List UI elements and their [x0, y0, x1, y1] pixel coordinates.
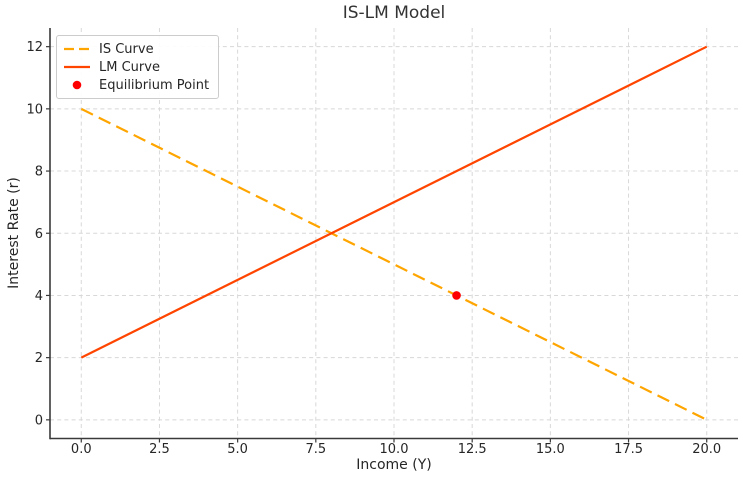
legend-label: IS Curve [99, 41, 154, 57]
x-tick-label: 10.0 [380, 442, 409, 457]
legend-item: LM Curve [63, 58, 209, 76]
x-tick-label: 5.0 [227, 442, 248, 457]
y-tick-label: 12 [26, 40, 43, 55]
is-curve-line [80, 107, 708, 421]
x-axis-label: Income (Y) [356, 457, 432, 473]
y-tick-label: 2 [35, 351, 43, 366]
legend-dot-icon [72, 80, 82, 90]
y-tick-label: 8 [35, 165, 43, 180]
y-tick-label: 10 [26, 102, 43, 117]
legend-label: LM Curve [99, 59, 160, 75]
legend: IS Curve LM Curve Equilibrium Point [56, 35, 220, 99]
lm-curve-line [80, 45, 708, 359]
x-tick-label: 7.5 [305, 442, 326, 457]
is-curve-legend-swatch [64, 47, 90, 51]
lm-curve-legend-swatch [64, 65, 90, 69]
equilibrium-point-marker [452, 291, 461, 300]
x-tick-label: 0.0 [71, 442, 92, 457]
y-axis-label: Interest Rate (r) [6, 177, 22, 289]
y-tick-label: 6 [35, 227, 43, 242]
x-tick-label: 15.0 [536, 442, 565, 457]
x-tick-label: 20.0 [692, 442, 721, 457]
x-tick-label: 2.5 [149, 442, 170, 457]
chart-title: IS-LM Model [342, 3, 446, 23]
legend-item: IS Curve [63, 40, 209, 58]
x-tick-label: 12.5 [458, 442, 487, 457]
y-tick-label: 4 [35, 289, 43, 304]
y-tick-label: 0 [35, 413, 43, 428]
legend-item: Equilibrium Point [63, 76, 209, 94]
x-tick-label: 17.5 [614, 442, 643, 457]
equilibrium-point-legend-swatch [72, 80, 82, 90]
legend-label: Equilibrium Point [99, 77, 210, 93]
